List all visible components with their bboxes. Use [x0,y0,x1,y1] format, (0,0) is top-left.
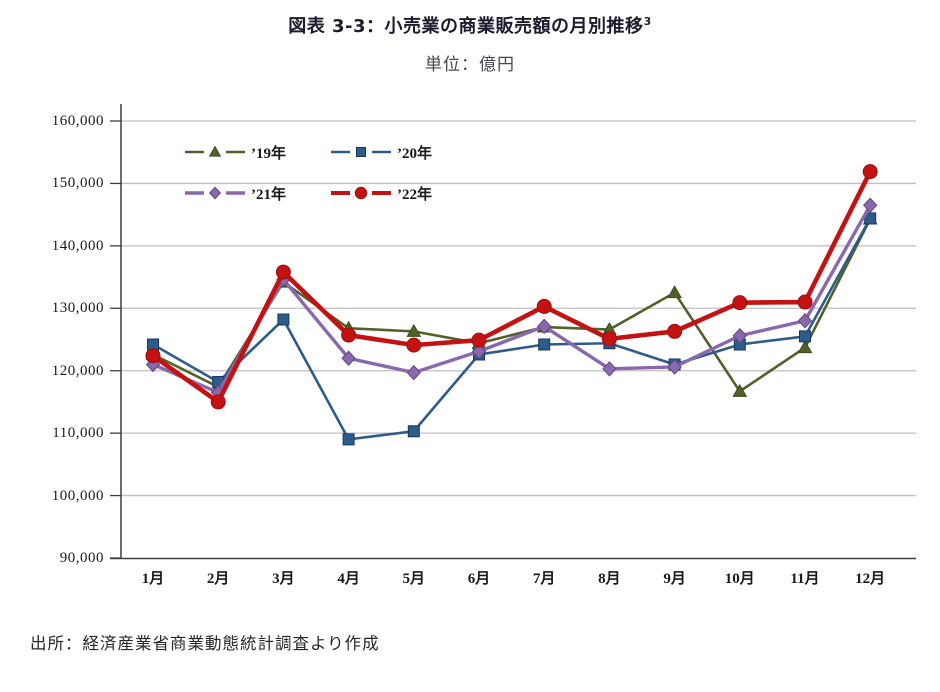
marker-circle [341,327,357,343]
chart-title-superscript: 3 [643,15,652,28]
marker-diamond [602,361,617,377]
marker-diamond [341,350,356,366]
marker-triangle [208,145,222,157]
x-axis-label: 7月 [532,571,556,587]
x-axis-label: 6月 [467,571,491,587]
marker-diamond [537,318,552,335]
legend-item: ’22年 [330,180,476,206]
marker-diamond [406,364,421,381]
marker-triangle [797,340,813,354]
x-axis-label: 8月 [598,571,621,587]
legend-label: ’21年 [251,186,286,203]
marker-square [277,313,290,326]
x-axis-label: 12月 [855,571,886,587]
chart-legend: ’19年 ’20年 ’21年 ’22年 [184,139,476,206]
marker-circle [471,332,487,348]
marker-triangle [406,323,422,337]
marker-diamond [471,343,487,360]
legend-label: ’22年 [397,186,432,203]
y-axis-label: 130,000 [51,300,104,317]
series-line [152,218,872,394]
marker-triangle [732,383,748,397]
source-note: 出所：経済産業省商業動態統計調査より作成 [30,634,380,653]
marker-diamond [863,197,878,214]
x-axis-label: 9月 [663,571,686,587]
y-axis-label: 150,000 [51,175,104,192]
marker-square [407,425,420,438]
legend-item: ’20年 [330,139,476,165]
legend-marker [185,145,245,157]
x-axis-label: 11月 [790,571,820,587]
series-line [152,204,872,395]
legend-marker [185,186,245,200]
marker-circle [145,348,161,364]
unit-label: 単位：億円 [425,55,515,74]
chart-title-text: 図表 3-3：小売業の商業販売額の月別推移 [288,16,644,37]
marker-square [355,146,367,158]
marker-square [538,338,551,351]
marker-circle [536,298,552,314]
y-axis-label: 140,000 [51,237,104,254]
marker-circle [354,186,368,200]
x-axis-label: 10月 [724,571,755,587]
marker-circle [797,294,813,310]
marker-diamond [208,186,222,200]
y-axis-label: 110,000 [52,425,104,442]
series-line [151,170,873,406]
marker-diamond [732,328,747,344]
marker-diamond [797,313,813,329]
marker-square [342,433,355,446]
legend-marker [331,146,391,158]
marker-triangle [667,285,682,299]
chart-title: 図表 3-3：小売業の商業販売額の月別推移3 [0,12,940,38]
x-axis-label: 3月 [272,571,295,587]
series-line [152,217,872,441]
x-axis-label: 4月 [337,571,360,587]
marker-circle [275,264,291,280]
legend-item: ’21年 [184,180,330,206]
x-axis-label: 2月 [206,571,230,587]
x-axis-label: 1月 [141,571,165,587]
y-axis-label: 100,000 [51,487,104,504]
marker-circle [406,337,422,353]
y-axis-label: 90,000 [59,550,104,566]
y-axis-label: 120,000 [51,362,104,379]
marker-circle [210,394,226,410]
legend-label: ’20年 [397,145,432,162]
marker-circle [667,323,683,339]
marker-circle [601,331,617,347]
marker-diamond [667,359,682,375]
legend-item: ’19年 [184,139,330,165]
y-axis-label: 160,000 [51,113,104,129]
legend-marker [331,186,391,200]
marker-circle [732,295,748,311]
x-axis-label: 5月 [402,571,426,587]
marker-circle [862,164,878,180]
marker-square [799,330,811,343]
legend-label: ’19年 [251,145,286,162]
